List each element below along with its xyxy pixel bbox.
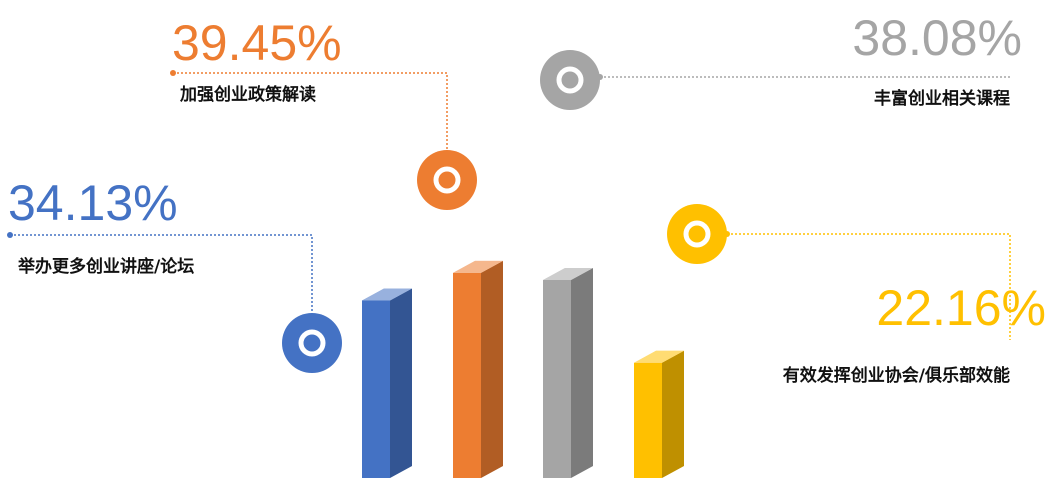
category-label: 丰富创业相关课程 — [874, 88, 1010, 109]
icon-circle — [540, 50, 600, 110]
bar-front — [543, 279, 571, 478]
value-label: 22.16% — [876, 280, 1046, 336]
bar-top — [543, 267, 593, 280]
bar-side — [571, 267, 593, 478]
icon-glyph — [556, 66, 584, 94]
bar-side — [390, 288, 412, 478]
bar-side-shade — [481, 260, 503, 478]
bar-top — [634, 350, 684, 363]
category-label: 有效发挥创业协会/俱乐部效能 — [783, 365, 1010, 386]
value-label: 38.08% — [852, 10, 1022, 66]
category-label: 加强创业政策解读 — [179, 84, 316, 105]
bar-top-light — [543, 267, 593, 280]
category-label: 举办更多创业讲座/论坛 — [17, 256, 194, 277]
bar-front — [634, 362, 662, 478]
bar-front — [362, 300, 390, 478]
icon-glyph — [433, 166, 461, 194]
bar-front — [453, 272, 481, 478]
bar-top — [362, 288, 412, 301]
bar-top-light — [453, 260, 503, 273]
connector — [173, 72, 448, 150]
bar-side — [481, 260, 503, 478]
bar-side — [662, 350, 684, 478]
bar-top — [453, 260, 503, 273]
icon-glyph — [298, 329, 326, 357]
bar-top-light — [362, 288, 412, 301]
value-label: 34.13% — [8, 175, 178, 231]
bar-side-shade — [571, 267, 593, 478]
bar-side-shade — [390, 288, 412, 478]
connector — [727, 233, 1011, 340]
icon-circle — [667, 204, 727, 264]
connector — [10, 234, 313, 315]
icon-circle — [282, 313, 342, 373]
bar-top-light — [634, 350, 684, 363]
connector-dot — [170, 70, 176, 76]
icon-circle — [417, 150, 477, 210]
connector-dot — [7, 232, 13, 238]
value-label: 39.45% — [172, 15, 342, 71]
icon-glyph — [683, 220, 711, 248]
bar-side-shade — [662, 350, 684, 478]
